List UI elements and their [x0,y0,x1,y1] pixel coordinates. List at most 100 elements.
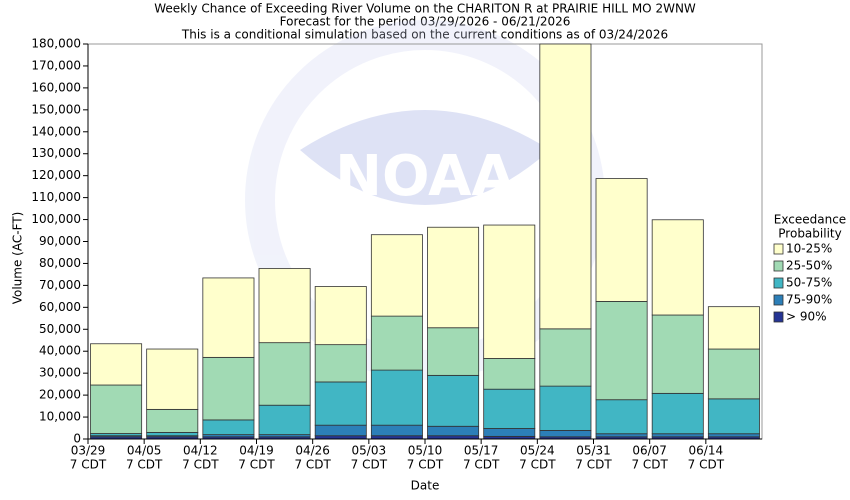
y-tick-label: 10,000 [39,410,81,424]
bar-segment [314,286,367,346]
legend-swatch [773,260,784,272]
bar-segment [427,226,480,329]
bar-segment [90,384,143,434]
x-tick-label: 06/14 [689,444,724,458]
y-tick-label: 30,000 [39,366,81,380]
x-tick-label: 05/03 [352,444,387,458]
bar-segment [707,306,760,350]
x-tick-sublabel: 7 CDT [126,458,163,472]
y-tick-label: 60,000 [39,300,81,314]
bar-segment [483,224,536,359]
bar-segment [651,433,704,438]
bar-segment [314,424,367,437]
x-tick-label: 05/31 [576,444,611,458]
x-tick-label: 05/24 [520,444,555,458]
y-tick-label: 160,000 [31,80,81,94]
legend-swatch [773,277,784,289]
y-tick-label: 150,000 [31,102,81,116]
bar-segment [595,433,648,438]
y-axis-label: Volume (AC-FT) [11,212,25,305]
bar-segment [202,419,255,436]
x-tick-sublabel: 7 CDT [575,458,612,472]
legend-label: 25-50% [786,259,832,273]
y-tick-label: 70,000 [39,278,81,292]
legend-swatch [773,243,784,255]
bar-segment [651,219,704,316]
y-tick-label: 0 [73,432,81,446]
bar-segment [539,43,592,330]
x-tick-sublabel: 7 CDT [407,458,444,472]
watermark-shape [300,110,550,205]
y-tick-label: 120,000 [31,168,81,182]
x-tick-label: 04/12 [183,444,218,458]
bar-segment [483,358,536,390]
bar-segment [202,356,255,421]
x-axis-label: Date [411,479,440,493]
bar-segment [370,369,423,426]
x-tick-sublabel: 7 CDT [519,458,556,472]
chart-subtitle: This is a conditional simulation based o… [181,28,668,42]
legend-label: 10-25% [786,242,832,256]
bar-segment [483,428,536,437]
bar-segment [146,348,199,410]
chart-title: Weekly Chance of Exceeding River Volume … [154,2,696,16]
legend-title: Probability [778,227,841,241]
bar-segment [707,398,760,435]
bar-segment [258,342,311,406]
x-tick-label: 06/07 [632,444,667,458]
bar-segment [258,268,311,344]
x-tick-sublabel: 7 CDT [688,458,725,472]
bar-segment [370,424,423,437]
x-tick-label: 05/17 [464,444,499,458]
bar-segment [314,344,367,383]
watermark-text: NOAA [335,144,515,209]
y-tick-label: 50,000 [39,322,81,336]
x-tick-label: 04/19 [239,444,274,458]
x-tick-sublabel: 7 CDT [182,458,219,472]
y-tick-label: 100,000 [31,212,81,226]
y-tick-label: 90,000 [39,234,81,248]
y-tick-label: 80,000 [39,256,81,270]
legend-title: Exceedance [774,213,846,227]
bar-segment [427,327,480,376]
x-tick-sublabel: 7 CDT [351,458,388,472]
x-tick-sublabel: 7 CDT [238,458,275,472]
bar-segment [427,425,480,437]
x-tick-sublabel: 7 CDT [70,458,107,472]
bar-segment [651,392,704,435]
x-tick-label: 04/05 [127,444,162,458]
bar-segment [707,348,760,400]
bar-segment [483,388,536,429]
bar-segment [314,381,367,426]
bar-segment [258,404,311,436]
bar-segment [202,277,255,358]
bar-segment [427,374,480,427]
bar-segment [370,315,423,371]
y-tick-label: 110,000 [31,190,81,204]
bar-segment [146,408,199,433]
bar-segment [370,234,423,317]
x-tick-label: 03/29 [71,444,106,458]
bar-segment [595,301,648,401]
bar-segment [90,343,143,386]
bar-segment [707,433,760,438]
y-tick-label: 140,000 [31,124,81,138]
legend-label: 75-90% [786,293,832,307]
bar-segment [595,399,648,435]
bar-segment [539,385,592,431]
bar-segment [539,430,592,438]
bar-segment [146,432,199,437]
y-tick-label: 130,000 [31,146,81,160]
y-tick-label: 170,000 [31,58,81,72]
x-tick-sublabel: 7 CDT [294,458,331,472]
x-tick-label: 04/26 [295,444,330,458]
legend-swatch [773,311,784,323]
legend-swatch [773,294,784,306]
bar-segment [595,178,648,302]
y-tick-label: 20,000 [39,388,81,402]
bar-segment [539,328,592,387]
y-tick-label: 180,000 [31,37,81,51]
x-tick-label: 05/10 [408,444,443,458]
chart-subtitle: Forecast for the period 03/29/2026 - 06/… [280,15,571,29]
